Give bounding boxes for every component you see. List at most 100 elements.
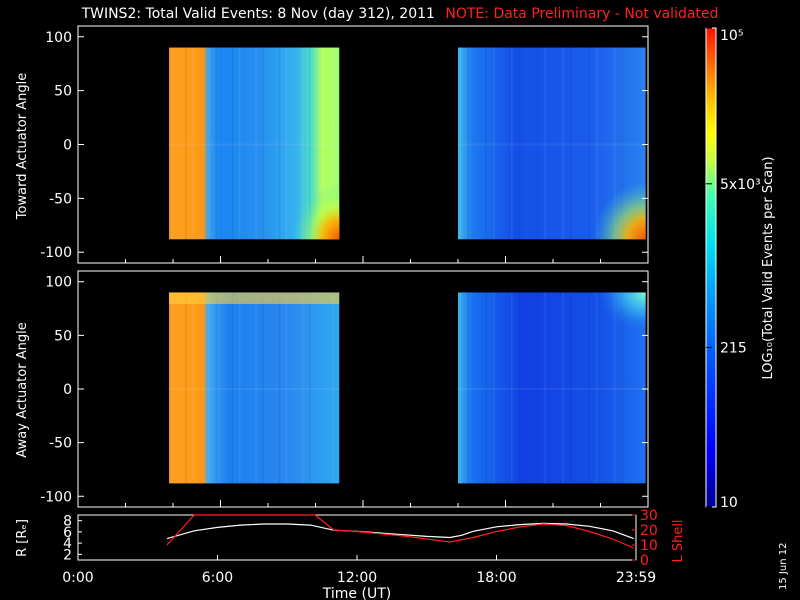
heatmap-streak [262,292,264,484]
panel2-yticks: 100 50 0 -50 -100 [40,275,649,507]
heatmap-streak [332,47,334,240]
heatmap-streak [278,47,281,240]
heatmap-streak [185,292,187,484]
heatmap-hot-region [291,181,340,240]
panel3-frame [77,514,637,561]
heatmap-streak [308,47,311,240]
title-note: NOTE: Data Preliminary - Not validated [445,6,719,22]
heatmap-streak [278,292,281,484]
heatmap-streak [238,47,241,240]
ytick-label: -100 [40,489,72,505]
panel2-ylabel: Away Actuator Angle [15,322,30,457]
ytick-label: 50 [54,328,72,344]
heatmap-streak [544,47,546,240]
ytick-label: 100 [45,30,72,46]
heatmap-bright-region [598,292,646,331]
heatmap-zero-band [458,143,646,146]
chart-title: TWINS2: Total Valid Events: 8 Nov (day 3… [0,6,800,22]
xtick-label: 12:00 [337,570,377,586]
heatmap-zero-band [168,143,340,146]
xtick-label: 23:59 [616,570,656,586]
ytick-label-right: 20 [640,523,658,539]
heatmap-streak [485,292,487,484]
heatmap-streak [511,47,513,240]
heatmap-streak [459,292,462,484]
heatmap-streak [262,47,264,240]
series-r-line [166,522,634,540]
heatmap-streak [168,47,171,240]
panel3-ylabel-right: L Shell [671,519,686,562]
ytick-label: 0 [63,138,72,154]
ytick-label: 50 [54,84,72,100]
ytick-label-right: 30 [640,508,658,524]
heatmap-streak [467,47,469,240]
heatmap-streak [215,292,218,484]
ytick-label: -100 [40,245,72,261]
heatmap-streak [613,292,616,484]
heatmap-streak [301,47,304,240]
heatmap-block [168,292,340,484]
panel1-yticks: 100 50 0 -50 -100 [40,30,649,263]
ytick-label-left: 2 [63,547,72,563]
colorbar-tick-label: 215 [720,340,747,356]
heatmap-streak [467,292,469,484]
heatmap-streak [562,292,565,484]
colorbar-ticks: 10 215 5x10³ 10⁵ [706,27,761,511]
heatmap-streak [493,47,495,240]
ytick-label: -50 [49,191,72,207]
ytick-label: 0 [63,382,72,398]
heatmap-streak [332,292,334,484]
x-axis-ticks: 0:00 6:00 12:00 18:00 23:59 [62,555,656,586]
panel3-ylabel-left: R [Rₑ] [15,519,30,557]
ytick-label: -50 [49,436,72,452]
date-stamp: 15 Jun 12 [778,542,789,590]
heatmap-streak [168,292,171,484]
heatmap-streak [192,292,194,484]
title-main: TWINS2: Total Valid Events: 8 Nov (day 3… [81,6,435,22]
heatmap-hot-region [593,181,646,240]
colorbar-tick-label: 10 [720,495,738,511]
heatmap-streak [588,47,590,240]
heatmap-streak [562,47,565,240]
xtick-label: 0:00 [62,570,93,586]
heatmap-zero-band [458,387,646,391]
colorbar-label: LOG₁₀(Total Valid Events per Scan) [761,156,776,379]
heatmap-streak [536,292,539,484]
heatmap-streak [301,292,304,484]
heatmap-streak [544,292,546,484]
ytick-label-right: 10 [640,538,658,554]
heatmap-streak [231,47,234,240]
heatmap-streak [621,292,624,484]
heatmap-streak [192,47,194,240]
colorbar-tick-label: 5x10³ [720,177,761,193]
heatmap-streak [208,47,211,240]
panel1-ylabel: Toward Actuator Angle [15,73,30,220]
heatmap-streak [493,292,495,484]
heatmap-streak [518,292,521,484]
heatmap-streak [613,47,616,240]
heatmap-streak [536,47,539,240]
ytick-label-left: 6 [63,525,72,541]
heatmap-streak [485,47,487,240]
heatmap-streak [255,47,257,240]
heatmap-top-edge [168,292,340,304]
heatmap-streak [208,292,211,484]
heatmap-streak [570,47,572,240]
ytick-label-right: 0 [640,553,649,569]
panel1-heatmap [168,47,646,240]
panel2-heatmap [168,292,646,484]
heatmap-streak [595,47,598,240]
colorbar-tick-label: 10⁵ [720,28,743,44]
ytick-label-left: 4 [63,536,72,552]
x-axis-label: Time (UT) [322,586,391,600]
heatmap-streak [238,292,241,484]
heatmap-streak [185,47,187,240]
heatmap-streak [215,47,218,240]
heatmap-streak [570,292,572,484]
series-lshell-line [166,514,634,549]
panel3-lines [166,514,634,549]
xtick-label: 18:00 [476,570,516,586]
colorbar [705,27,717,508]
heatmap-streak [459,47,462,240]
